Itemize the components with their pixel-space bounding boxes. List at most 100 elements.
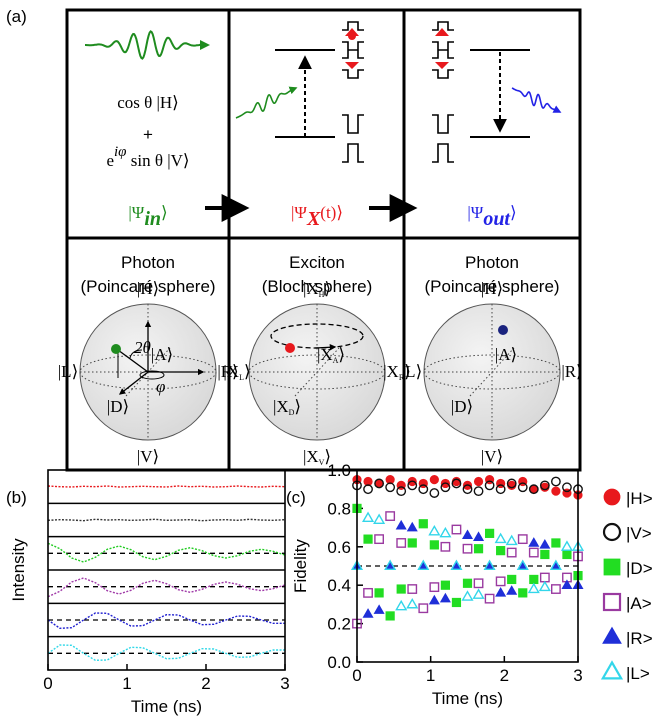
basis-label: |A⟩ (495, 345, 517, 364)
data-point (538, 580, 551, 592)
axis (469, 347, 515, 397)
data-point (373, 513, 386, 524)
angle-arc (129, 349, 143, 359)
legend-label: |H> (626, 489, 653, 508)
data-point (528, 547, 539, 558)
data-point (505, 534, 518, 546)
data-point (418, 519, 428, 529)
data-point (451, 524, 462, 535)
data-point (527, 582, 540, 594)
axis (294, 347, 340, 397)
y-tick-label: 0.0 (327, 653, 351, 672)
data-point (418, 484, 429, 495)
data-point (495, 587, 507, 597)
data-point (363, 476, 373, 487)
data-point (406, 521, 418, 532)
data-point (540, 549, 550, 560)
trace (47, 542, 286, 563)
x-tick-label: 2 (500, 666, 509, 685)
data-point (539, 572, 550, 583)
data-point (374, 534, 384, 545)
data-point (495, 576, 506, 587)
plot-frame (47, 469, 286, 671)
data-point (539, 480, 550, 491)
data-point (549, 559, 562, 571)
data-point (363, 534, 373, 544)
state-point (111, 344, 121, 354)
basis-label: |H⟩ (481, 279, 503, 298)
exciton-marker (348, 32, 356, 40)
data-point (551, 584, 561, 594)
trace (47, 485, 286, 488)
basis-label: |L⟩ (58, 362, 78, 381)
data-point (407, 538, 417, 548)
data-point (517, 482, 528, 493)
angle-arc (139, 370, 165, 380)
exciton-marker (435, 28, 449, 69)
y-tick-label: 1.0 (327, 461, 351, 480)
basis-label: |V⟩ (137, 447, 159, 466)
data-point (428, 594, 440, 605)
legend-label: |V> (626, 524, 652, 543)
panel-label: (c) (286, 488, 306, 507)
legend-marker (603, 488, 621, 506)
data-point (484, 528, 495, 538)
data-point (494, 532, 507, 544)
emitted-photon (511, 87, 562, 113)
legend-label: |A> (626, 594, 652, 613)
input-plus: + (143, 125, 153, 144)
data-point (562, 482, 572, 493)
legend-marker (602, 592, 622, 612)
data-point (363, 484, 373, 495)
input-line-1: cos θ |H⟩ (117, 93, 179, 112)
data-point (462, 484, 473, 495)
absorbed-photon (235, 86, 298, 119)
excitation-diagram (275, 21, 364, 163)
x-tick-label: 3 (280, 674, 289, 693)
x-tick-label: 0 (43, 674, 52, 693)
data-point (473, 476, 484, 487)
data-point (440, 482, 451, 493)
data-point (484, 480, 495, 491)
legend-label: |D> (626, 559, 653, 578)
x-tick-label: 1 (426, 666, 435, 685)
data-point (496, 546, 506, 556)
charts: (b) Time (ns) Intensity 0 1 2 3 (c) Time (ns) Fid… (6, 461, 653, 716)
trace (47, 518, 286, 522)
data-point (560, 540, 573, 551)
data-point (407, 480, 418, 491)
basis-label: |V⟩ (481, 447, 503, 466)
basis-label: |H⟩ (137, 279, 159, 298)
basis-label: |D⟩ (451, 397, 473, 416)
data-point (451, 478, 462, 489)
trace (47, 577, 286, 598)
panel-frame (65, 8, 582, 472)
data-point (473, 531, 485, 541)
data-point (407, 584, 418, 594)
x-tick-label: 3 (573, 666, 582, 685)
data-point (374, 588, 384, 598)
data-point (551, 486, 561, 496)
state-ket: |ΨX(t)⟩ (291, 203, 343, 230)
data-point (385, 474, 395, 485)
data-point (507, 574, 517, 585)
emission-diagram (432, 21, 530, 163)
data-point (450, 559, 463, 571)
data-point (516, 559, 529, 571)
angle-label: φ (156, 377, 165, 396)
data-point (396, 538, 407, 548)
y-tick-label: 0.2 (327, 615, 351, 634)
data-point (517, 534, 528, 545)
plot-frame (356, 469, 579, 663)
axis-arrow (118, 371, 149, 395)
y-tick-label: 0.6 (327, 538, 351, 557)
data-point (429, 474, 439, 485)
x-axis-label: Time (ns) (131, 697, 202, 716)
sphere-subtitle: (Bloch sphere) (262, 277, 373, 296)
data-point (362, 608, 374, 618)
y-tick-label: 0.8 (327, 499, 351, 518)
data-point (428, 524, 441, 536)
sphere-subtitle: (Poincaré sphere) (80, 277, 215, 296)
data-point (362, 511, 375, 523)
